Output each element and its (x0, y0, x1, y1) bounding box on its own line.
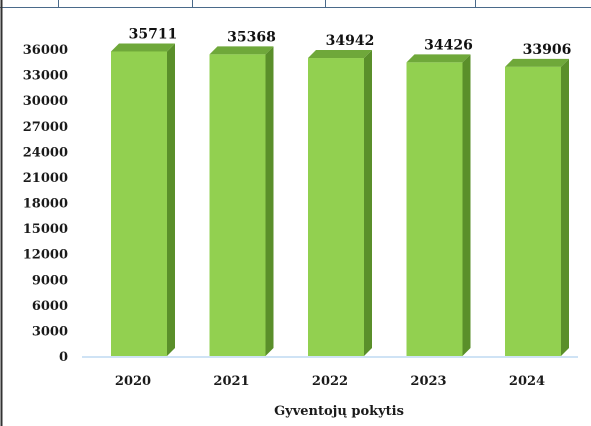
data-label: 35368 (227, 29, 276, 45)
bar-top (111, 43, 175, 52)
y-tick-label: 12000 (23, 248, 68, 263)
bar-side (167, 43, 175, 356)
x-tick-label: 2020 (115, 374, 151, 389)
data-label: 34426 (424, 37, 473, 53)
bar-front (111, 51, 167, 356)
y-tick-label: 36000 (23, 43, 68, 58)
y-tick-label: 18000 (23, 197, 68, 212)
y-tick-label: 0 (59, 350, 68, 365)
y-tick-label: 30000 (23, 94, 68, 109)
x-axis-title: Gyventojų pokytis (274, 404, 404, 419)
y-axis: 0 3000 6000 9000 12000 15000 18000 21000 24000 27… (23, 43, 68, 365)
bar-front (308, 58, 364, 356)
top-frame (0, 0, 591, 8)
bar (308, 50, 372, 356)
y-tick-label: 15000 (23, 222, 68, 237)
y-tick-label: 3000 (32, 324, 68, 339)
data-label: 33906 (523, 42, 572, 58)
bar (505, 58, 569, 356)
bar (111, 43, 175, 356)
bar-front (505, 66, 561, 356)
bar (406, 54, 471, 356)
bar-top (308, 50, 372, 59)
bar-top (505, 58, 569, 67)
y-tick-label: 33000 (23, 69, 68, 84)
x-tick-label: 2021 (213, 374, 249, 389)
y-tick-label: 9000 (32, 273, 68, 288)
bar (209, 46, 274, 356)
data-label: 35711 (129, 26, 178, 42)
data-label: 34942 (326, 33, 375, 49)
data-labels: 35711 35368 34942 34426 33906 (129, 26, 572, 57)
bar-side (265, 46, 274, 356)
bar-side (364, 50, 372, 356)
x-tick-label: 2023 (410, 374, 446, 389)
bar-front (209, 54, 266, 356)
y-tick-label: 27000 (23, 120, 68, 135)
x-axis: 2020 2021 2022 2023 2024 (115, 374, 545, 389)
bar-top (209, 46, 274, 55)
bar-front (406, 62, 463, 356)
x-tick-label: 2024 (509, 374, 545, 389)
y-tick-label: 6000 (32, 299, 68, 314)
bar-side (462, 54, 471, 356)
bar-top (406, 54, 471, 63)
bars (111, 43, 569, 356)
y-tick-label: 24000 (23, 145, 68, 160)
y-tick-label: 21000 (23, 171, 68, 186)
bar-side (561, 58, 569, 356)
x-tick-label: 2022 (312, 374, 348, 389)
